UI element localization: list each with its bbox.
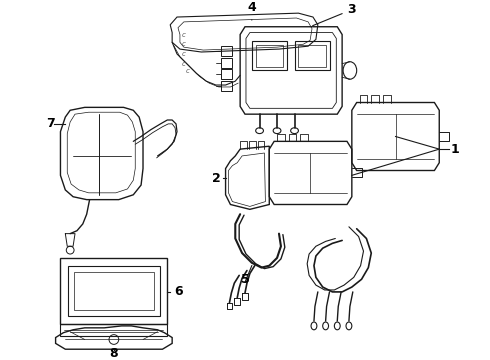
Text: c: c (182, 51, 186, 57)
Text: 8: 8 (110, 347, 118, 360)
Text: c: c (186, 68, 190, 75)
Text: 3: 3 (313, 3, 356, 26)
Text: c: c (182, 32, 186, 37)
Text: 4: 4 (247, 1, 256, 20)
Text: 5: 5 (241, 273, 249, 286)
Text: 1: 1 (451, 143, 460, 156)
Text: 6: 6 (174, 285, 183, 298)
Text: 2: 2 (212, 172, 220, 185)
Text: c: c (182, 41, 186, 47)
Text: c: c (182, 60, 186, 67)
Text: 7: 7 (46, 117, 55, 130)
